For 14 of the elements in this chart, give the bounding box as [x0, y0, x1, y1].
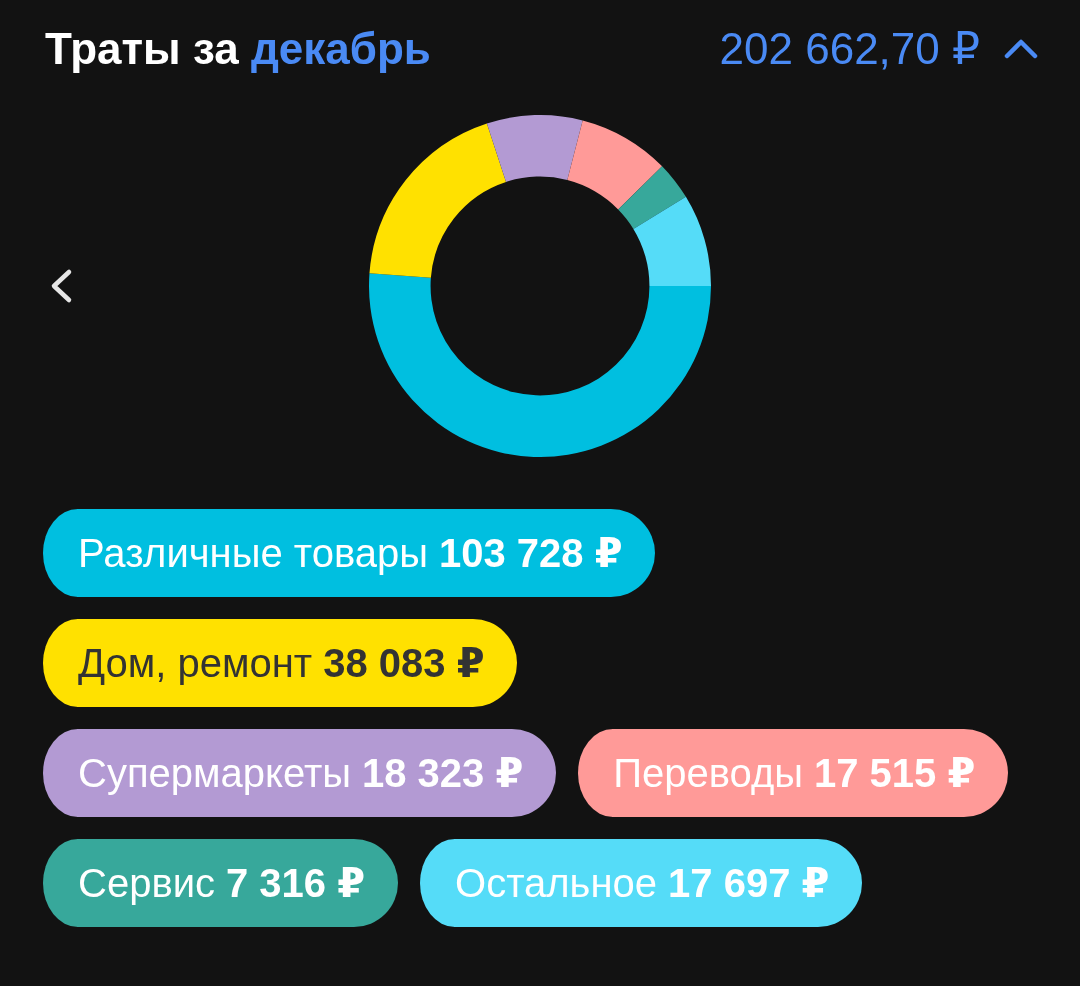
data-label: 17 697 ₽	[668, 860, 830, 906]
chart-title: Траты за декабрь	[45, 24, 431, 73]
data-label: 103 728 ₽	[438, 530, 623, 576]
data-label: 7 316 ₽	[225, 860, 366, 906]
legend-label: Переводы	[613, 750, 804, 796]
legend-label: Остальное	[455, 860, 658, 906]
legend-label: Супермаркеты	[78, 750, 351, 796]
data-label: 18 323 ₽	[361, 750, 524, 796]
legend-label: Дом, ремонт	[78, 640, 313, 686]
text: 202 662,70 ₽	[719, 23, 980, 75]
data-label: 17 515 ₽	[814, 750, 976, 796]
data-label: 38 083 ₽	[323, 640, 485, 686]
legend-label: Сервис	[78, 860, 215, 906]
legend-label: Различные товары	[78, 530, 428, 576]
